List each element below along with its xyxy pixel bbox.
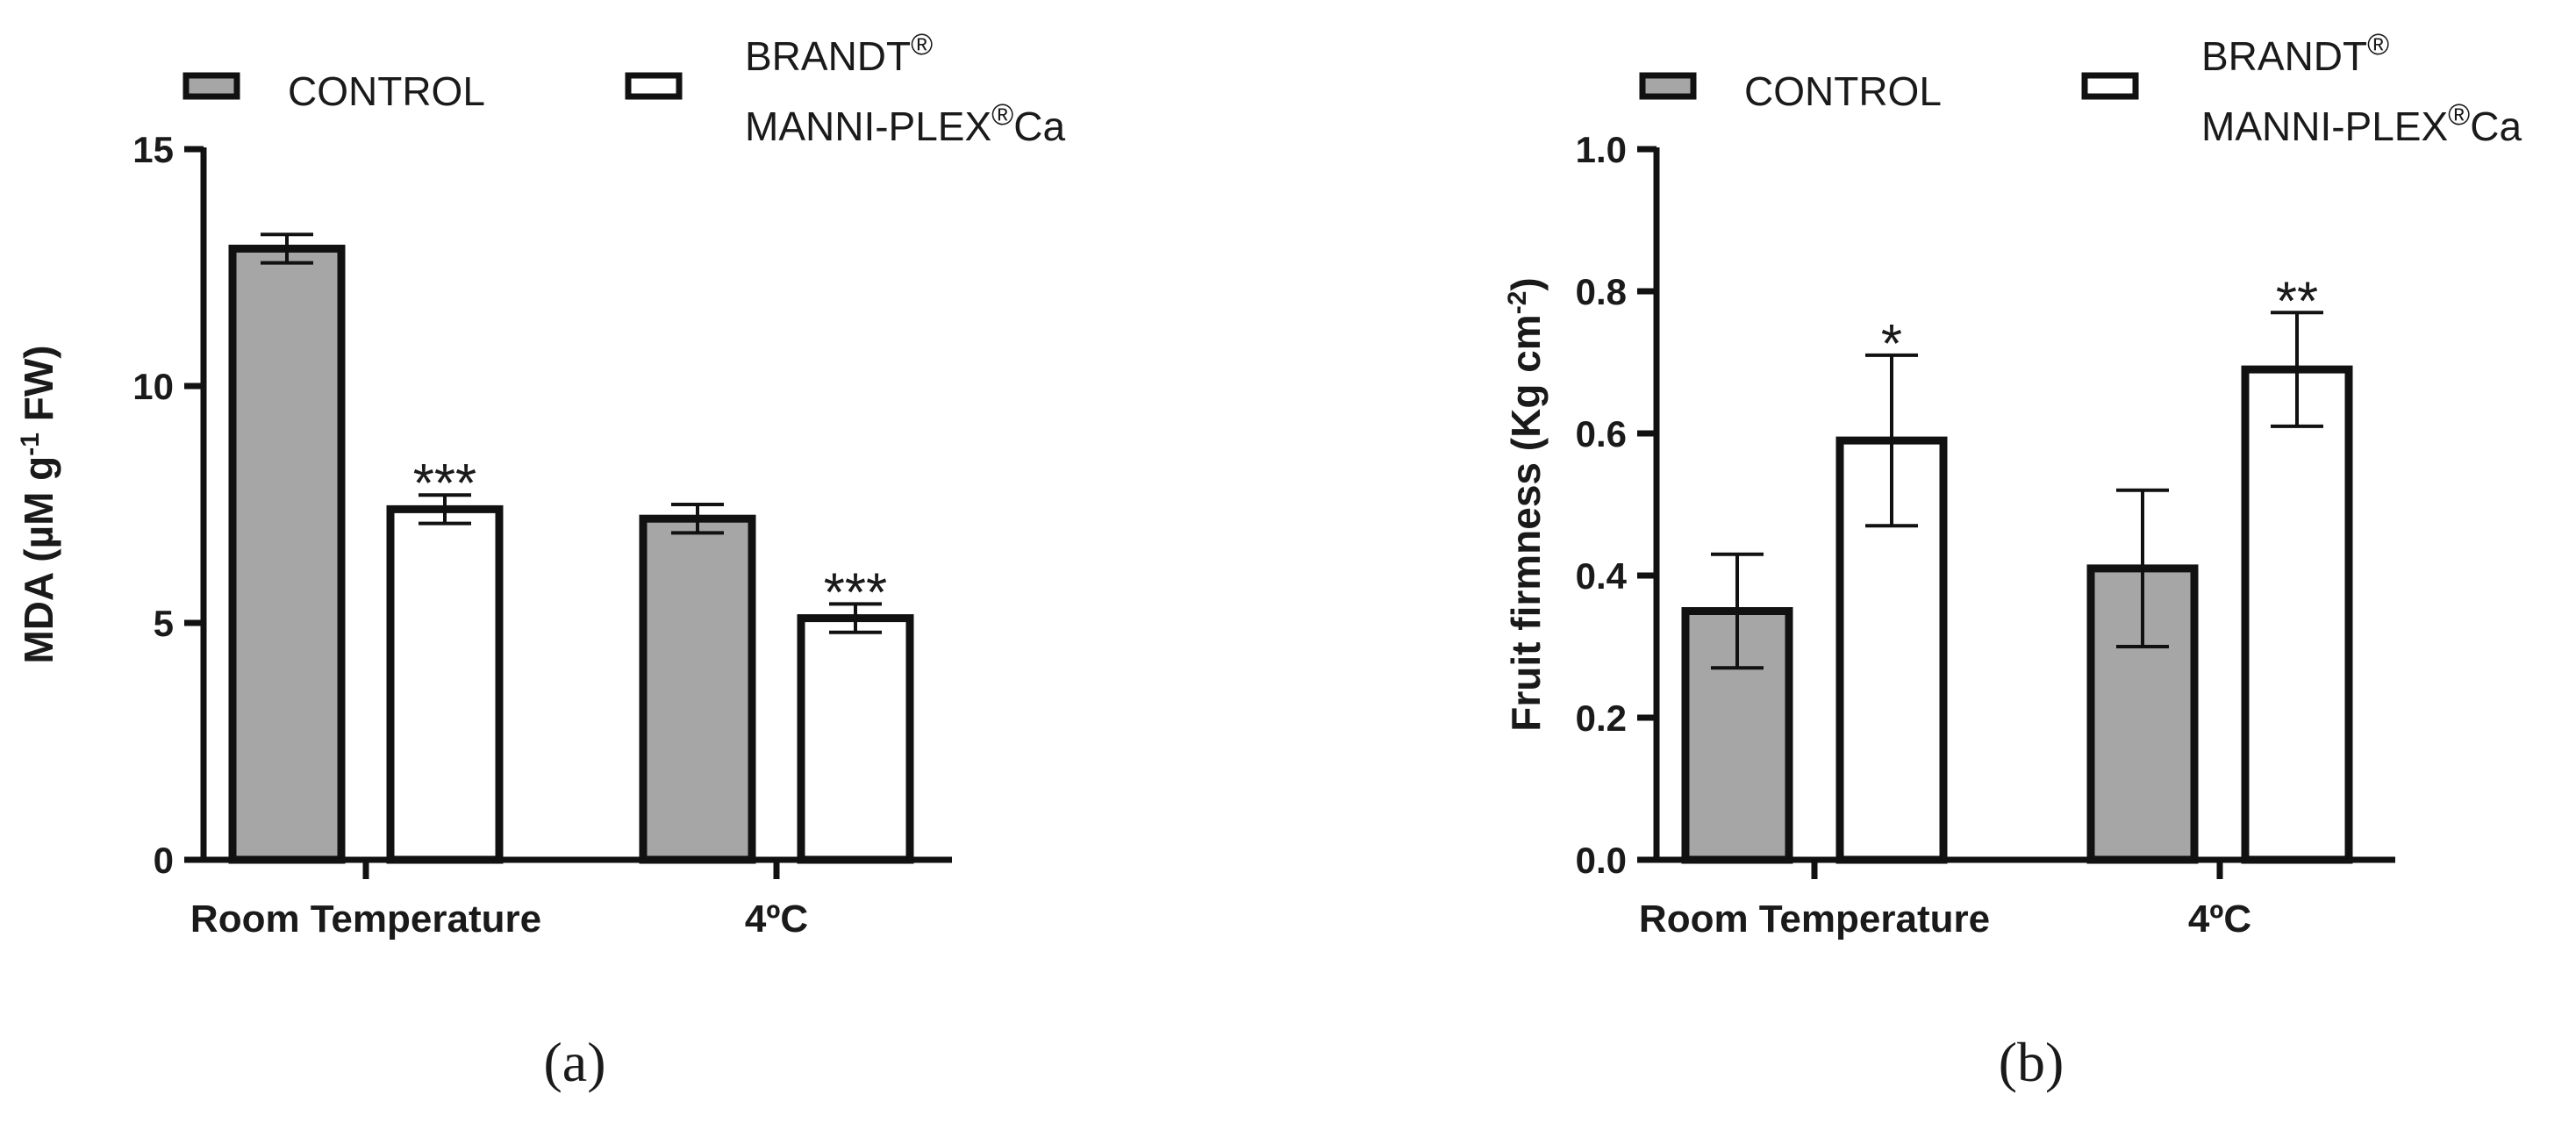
bar-treatment <box>2241 365 2353 864</box>
legend-swatch-treatment <box>625 72 683 100</box>
registered-mark: ® <box>2367 28 2389 61</box>
bar-treatment <box>386 504 504 864</box>
x-tick-label: Room Temperature <box>190 898 541 941</box>
panel-label: (a) <box>543 1031 605 1093</box>
bar-control <box>228 244 346 864</box>
legend-swatch-control <box>1639 72 1697 100</box>
legend-label-control: CONTROL <box>1744 68 1942 114</box>
legend-label-control: CONTROL <box>288 68 485 114</box>
y-tick-label: 0.4 <box>1576 555 1628 597</box>
y-axis-label-rest: ) <box>1503 277 1549 290</box>
legend-swatch-control <box>182 72 240 100</box>
y-tick-label: 0.6 <box>1576 413 1627 454</box>
y-tick-label: 0 <box>154 840 174 881</box>
legend-label-treatment-line2: MANNI-PLEX®Ca <box>745 98 1065 149</box>
bar-control <box>639 514 756 864</box>
x-tick-label: 4ºC <box>745 898 808 941</box>
legend-label-treatment-line1: BRANDT® <box>2201 28 2389 79</box>
y-axis-label: Fruit firmness (Kg cm-2) <box>1503 277 1549 731</box>
bar-treatment <box>797 614 914 864</box>
legend-swatch-treatment <box>2081 72 2139 100</box>
legend-suffix-text: Ca <box>2470 104 2522 149</box>
legend-suffix-text: Ca <box>1013 104 1065 149</box>
bar-control <box>2086 564 2199 864</box>
registered-mark: ® <box>991 98 1013 132</box>
y-tick-label: 15 <box>132 129 174 170</box>
x-tick-label: Room Temperature <box>1639 898 1990 941</box>
y-tick-label: 0.2 <box>1576 697 1627 739</box>
y-tick-label: 1.0 <box>1576 129 1627 170</box>
legend-product-text: MANNI-PLEX <box>745 104 991 149</box>
registered-mark: ® <box>911 28 933 61</box>
y-axis-label-superscript: -2 <box>1503 291 1532 315</box>
y-tick-label: 0.0 <box>1576 840 1627 881</box>
significance-mark: ** <box>2276 271 2318 332</box>
legend-label-treatment-line2: MANNI-PLEX®Ca <box>2201 98 2522 149</box>
legend-brand-text: BRANDT <box>2201 33 2367 79</box>
y-axis-label: MDA (µM g-1 FW) <box>16 345 61 663</box>
chart-a: 0 5 10 15 Room Temperature 4ºC MDA (µM g-1 FW)… <box>16 28 1065 1093</box>
chart-b: 0.0 0.2 0.4 0.6 0.8 1.0 Room Temperature 4ºC Fru… <box>1503 28 2522 1093</box>
legend-brand-text: BRANDT <box>745 33 911 79</box>
legend-product-text: MANNI-PLEX <box>2201 104 2448 149</box>
significance-mark: * <box>1881 314 1902 375</box>
y-tick-label: 5 <box>154 603 174 644</box>
y-axis-label-rest: FW) <box>16 345 61 433</box>
registered-mark: ® <box>2448 98 2470 132</box>
y-axis-label-main: MDA (µM g <box>16 456 61 664</box>
x-tick-label: 4ºC <box>2188 898 2251 941</box>
significance-mark: *** <box>824 562 887 623</box>
significance-mark: *** <box>413 454 476 514</box>
panel-label: (b) <box>1999 1031 2064 1093</box>
legend-label-treatment-line1: BRANDT® <box>745 28 933 79</box>
y-tick-label: 10 <box>132 366 174 407</box>
y-tick-label: 0.8 <box>1576 271 1627 312</box>
y-axis-label-main: Fruit firmness (Kg cm <box>1503 314 1549 731</box>
y-axis-label-superscript: -1 <box>16 433 45 456</box>
